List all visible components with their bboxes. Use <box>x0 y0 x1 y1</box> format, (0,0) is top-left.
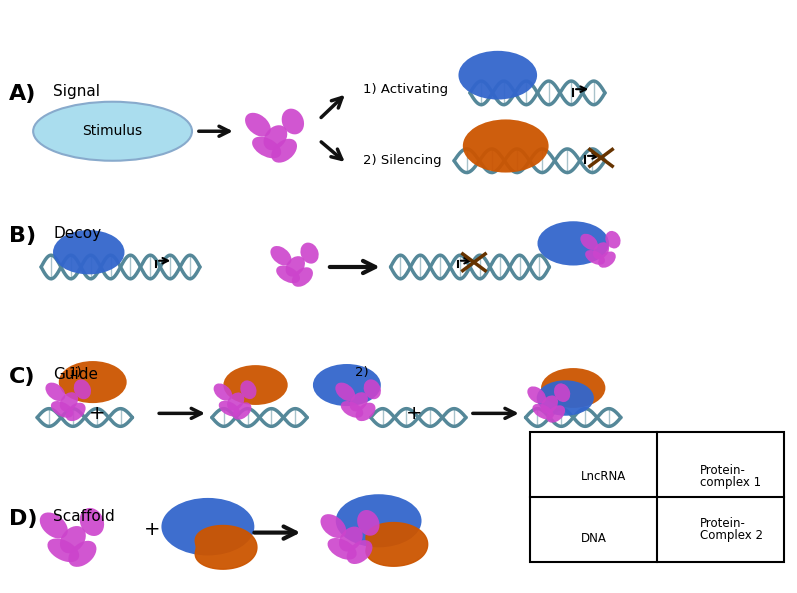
Ellipse shape <box>45 382 65 401</box>
Ellipse shape <box>300 243 319 264</box>
Text: Guide: Guide <box>53 367 98 382</box>
Ellipse shape <box>363 380 381 399</box>
Text: 1): 1) <box>69 366 83 379</box>
Text: Stimulus: Stimulus <box>83 125 143 138</box>
Text: 1) Activating: 1) Activating <box>363 84 448 97</box>
Ellipse shape <box>271 139 297 162</box>
Ellipse shape <box>277 266 300 283</box>
Ellipse shape <box>320 514 346 538</box>
Ellipse shape <box>535 480 553 494</box>
Ellipse shape <box>350 392 368 412</box>
Ellipse shape <box>599 251 616 268</box>
Ellipse shape <box>264 125 287 150</box>
Ellipse shape <box>339 527 363 551</box>
Polygon shape <box>657 456 715 497</box>
Ellipse shape <box>74 380 91 399</box>
Polygon shape <box>366 522 428 566</box>
Ellipse shape <box>585 250 605 265</box>
Ellipse shape <box>214 384 233 401</box>
Ellipse shape <box>65 403 85 421</box>
Ellipse shape <box>60 526 86 553</box>
Ellipse shape <box>227 393 245 411</box>
Ellipse shape <box>605 231 621 248</box>
Text: Complex 2: Complex 2 <box>701 529 764 542</box>
Ellipse shape <box>270 246 292 266</box>
Text: D): D) <box>10 509 37 529</box>
Text: Signal: Signal <box>53 84 100 99</box>
Ellipse shape <box>547 405 565 423</box>
Ellipse shape <box>281 109 304 135</box>
Text: B): B) <box>10 226 37 246</box>
Ellipse shape <box>458 51 537 100</box>
Text: complex 1: complex 1 <box>701 476 761 489</box>
Ellipse shape <box>162 498 254 556</box>
Polygon shape <box>195 525 257 569</box>
Ellipse shape <box>33 102 192 161</box>
Ellipse shape <box>554 383 570 402</box>
Ellipse shape <box>541 368 606 408</box>
Text: C): C) <box>10 367 36 387</box>
Text: Protein-: Protein- <box>701 464 746 477</box>
Text: Decoy: Decoy <box>53 226 101 241</box>
Text: 2): 2) <box>355 366 368 379</box>
Ellipse shape <box>51 401 73 417</box>
Text: A): A) <box>10 84 37 104</box>
Ellipse shape <box>537 221 609 266</box>
Text: LncRNA: LncRNA <box>581 470 626 483</box>
Text: Scaffold: Scaffold <box>53 509 115 524</box>
Ellipse shape <box>59 361 127 403</box>
Ellipse shape <box>536 380 594 416</box>
Text: +: + <box>406 404 422 423</box>
Ellipse shape <box>463 119 548 173</box>
Ellipse shape <box>532 404 554 419</box>
Text: +: + <box>88 404 105 423</box>
Ellipse shape <box>347 540 372 564</box>
Text: DNA: DNA <box>581 532 607 545</box>
Ellipse shape <box>223 365 288 405</box>
Ellipse shape <box>285 256 305 277</box>
Ellipse shape <box>69 541 96 567</box>
Ellipse shape <box>53 230 124 275</box>
Ellipse shape <box>357 510 379 535</box>
Ellipse shape <box>48 538 79 562</box>
Ellipse shape <box>80 508 104 536</box>
Ellipse shape <box>313 364 381 406</box>
Text: 2) Silencing: 2) Silencing <box>363 154 442 167</box>
Ellipse shape <box>547 482 563 496</box>
Ellipse shape <box>341 401 363 417</box>
Ellipse shape <box>553 462 567 479</box>
Ellipse shape <box>580 234 598 250</box>
Ellipse shape <box>218 401 240 416</box>
Ellipse shape <box>593 242 609 259</box>
Ellipse shape <box>542 473 557 489</box>
Text: +: + <box>144 520 160 539</box>
Ellipse shape <box>646 511 707 549</box>
Ellipse shape <box>336 494 422 547</box>
Text: Protein-: Protein- <box>701 517 746 530</box>
Ellipse shape <box>40 512 68 538</box>
Ellipse shape <box>292 267 313 287</box>
Ellipse shape <box>245 113 271 137</box>
Ellipse shape <box>541 396 558 413</box>
Ellipse shape <box>252 136 281 158</box>
Ellipse shape <box>328 538 357 560</box>
Ellipse shape <box>60 392 78 412</box>
Ellipse shape <box>233 402 251 420</box>
Ellipse shape <box>528 387 546 404</box>
Ellipse shape <box>530 465 547 480</box>
FancyBboxPatch shape <box>529 432 783 562</box>
Ellipse shape <box>240 380 257 399</box>
Ellipse shape <box>336 382 355 401</box>
Ellipse shape <box>355 403 375 421</box>
